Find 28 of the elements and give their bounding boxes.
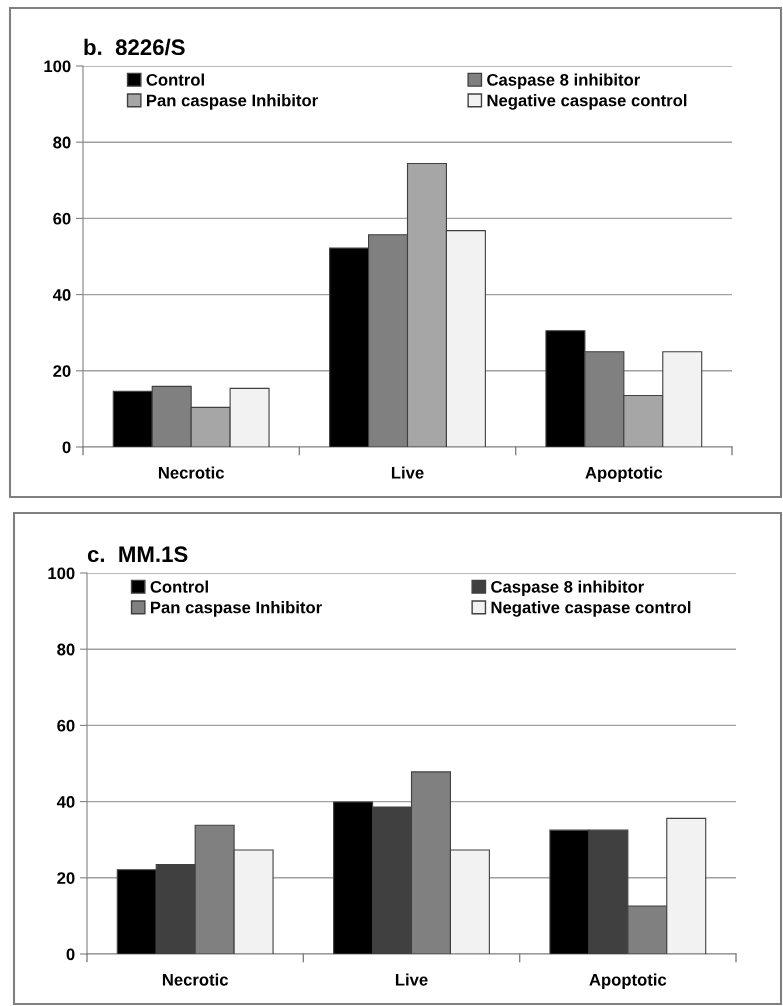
y-tick-label: 80 bbox=[53, 136, 71, 149]
legend-label: Caspase 8 inhibitor bbox=[491, 580, 644, 597]
y-tick-label: 40 bbox=[56, 796, 75, 808]
chart-title: b. 8226/S bbox=[84, 38, 185, 56]
x-tick-label: Apoptotic bbox=[585, 466, 663, 482]
legend-label: Caspase 8 inhibitor bbox=[487, 73, 640, 90]
y-tick-label: 100 bbox=[48, 567, 75, 580]
legend-label: Pan caspase Inhibitor bbox=[146, 94, 318, 110]
y-tick-label: 0 bbox=[62, 441, 71, 454]
legend-label: Negative caspase control bbox=[487, 94, 687, 110]
x-tick-label: Live bbox=[391, 466, 424, 479]
legend-label: Negative caspase control bbox=[491, 601, 691, 617]
y-tick-label: 60 bbox=[53, 212, 71, 225]
x-tick-label: Necrotic bbox=[162, 973, 229, 986]
y-tick-label: 100 bbox=[44, 60, 71, 73]
y-tick-label: 40 bbox=[52, 289, 71, 301]
y-tick-label: 0 bbox=[66, 948, 75, 961]
legend-label: Control bbox=[146, 73, 204, 86]
y-tick-label: 80 bbox=[57, 643, 75, 656]
x-tick-label: Necrotic bbox=[158, 466, 225, 479]
y-tick-label: 60 bbox=[57, 719, 75, 732]
y-tick-label: 20 bbox=[53, 365, 71, 377]
legend-label: Control bbox=[150, 580, 208, 593]
chart-title: c. MM.1S bbox=[87, 546, 188, 563]
x-tick-label: Apoptotic bbox=[589, 973, 667, 989]
legend-label: Pan caspase Inhibitor bbox=[150, 601, 322, 617]
x-tick-label: Live bbox=[395, 973, 428, 986]
y-tick-label: 20 bbox=[57, 872, 75, 884]
